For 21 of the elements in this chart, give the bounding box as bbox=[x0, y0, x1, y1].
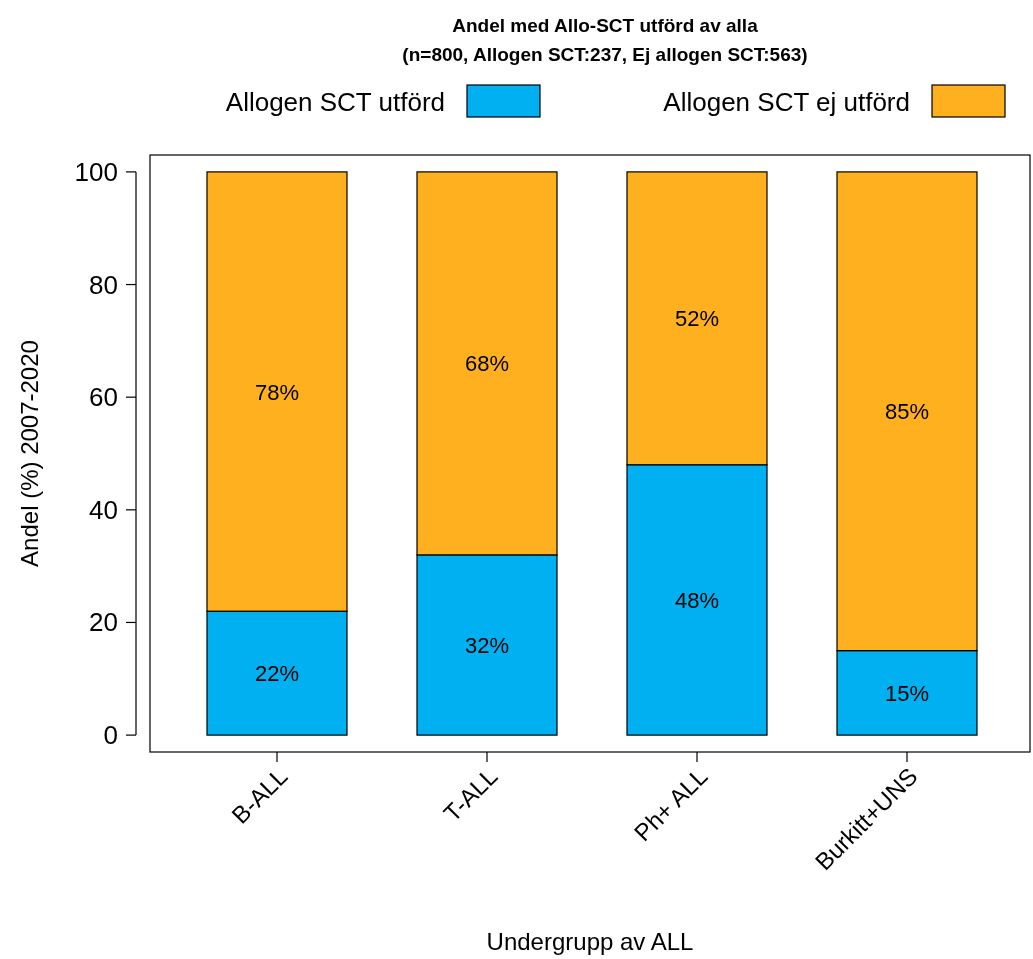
chart-subtitle: (n=800, Allogen SCT:237, Ej allogen SCT:563) bbox=[402, 44, 808, 65]
y-axis-title: Andel (%) 2007-2020 bbox=[16, 340, 43, 567]
data-label: 85% bbox=[884, 399, 930, 425]
y-tick-label: 80 bbox=[89, 269, 118, 300]
data-label: 48% bbox=[674, 587, 720, 613]
data-label: 78% bbox=[254, 379, 300, 405]
data-label: 22% bbox=[254, 661, 300, 687]
data-label: 15% bbox=[884, 680, 930, 706]
data-label: 68% bbox=[464, 351, 510, 377]
y-tick-label: 100 bbox=[74, 156, 118, 187]
x-tick-label: Ph+ ALL bbox=[628, 762, 713, 847]
data-label: 52% bbox=[674, 306, 720, 332]
y-tick-label: 20 bbox=[89, 607, 118, 638]
data-label: 32% bbox=[464, 632, 510, 658]
y-tick-label: 40 bbox=[89, 494, 118, 525]
legend-label: Allogen SCT utförd bbox=[225, 87, 445, 117]
legend-label: Allogen SCT ej utförd bbox=[663, 87, 910, 117]
chart-title: Andel med Allo-SCT utförd av alla bbox=[452, 15, 759, 36]
y-tick-label: 0 bbox=[103, 720, 118, 751]
x-axis-title: Undergrupp av ALL bbox=[486, 928, 694, 955]
y-tick-label: 60 bbox=[89, 382, 118, 413]
